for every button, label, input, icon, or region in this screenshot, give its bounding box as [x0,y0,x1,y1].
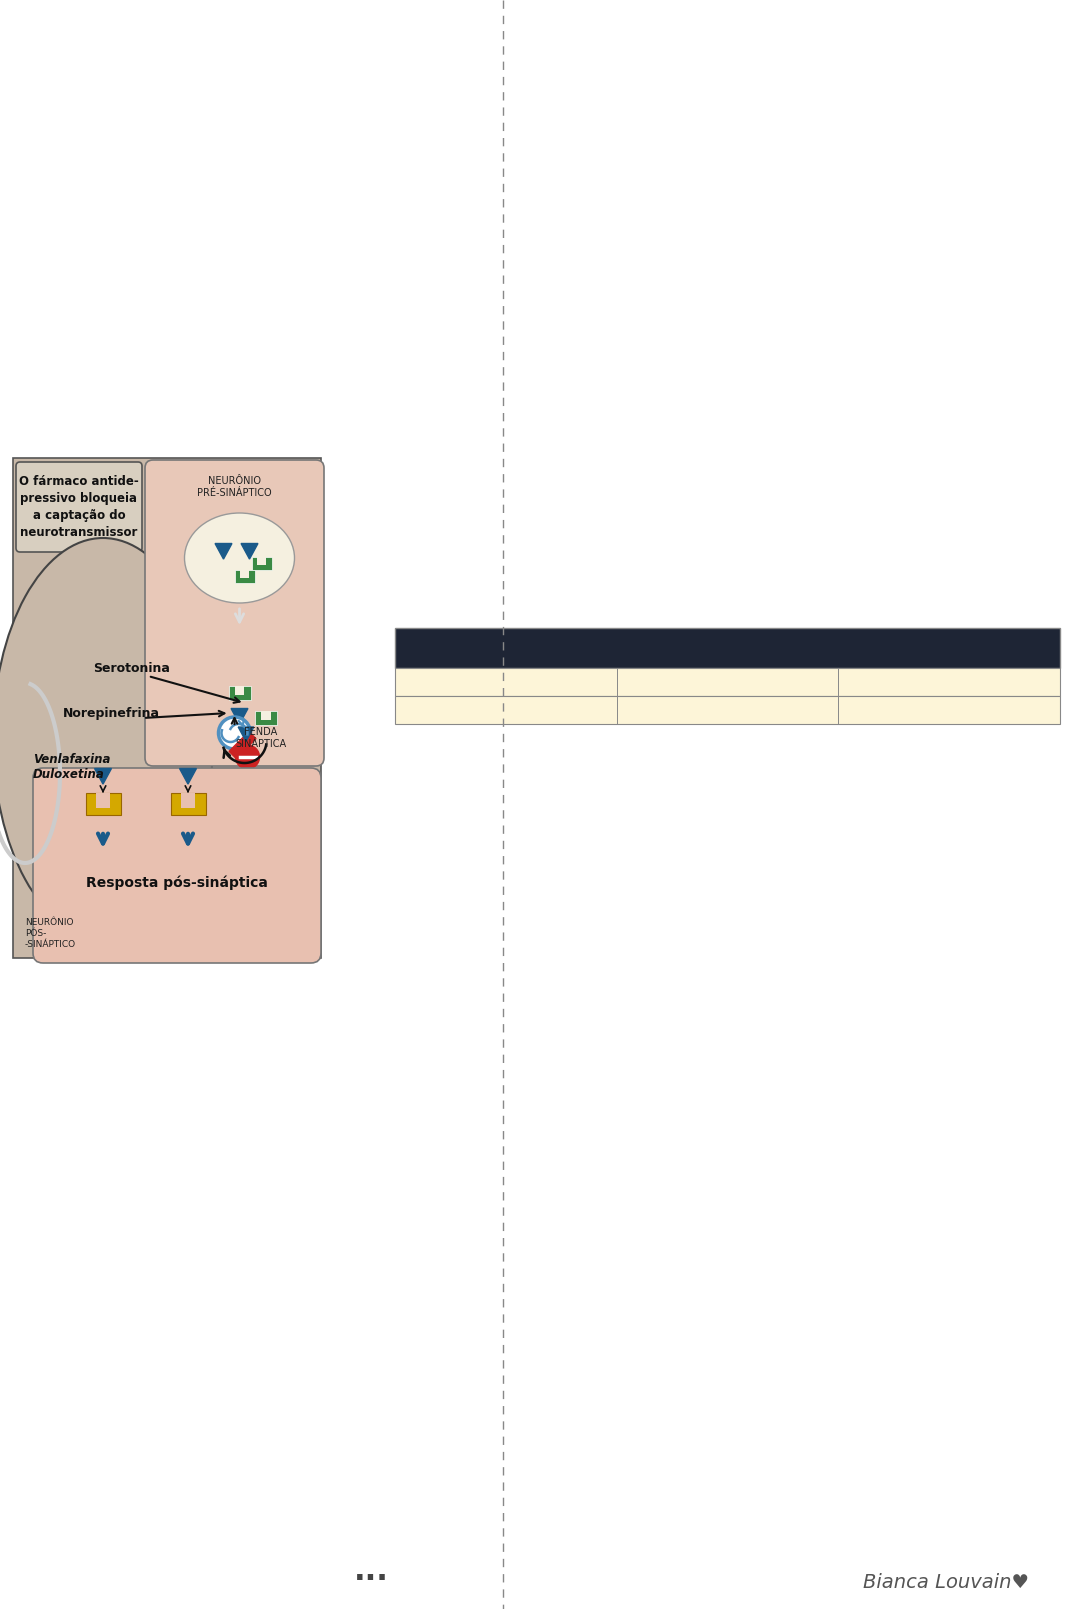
Polygon shape [241,544,258,558]
Bar [395,668,1060,697]
Text: Venlafaxina
Duloxetina: Venlafaxina Duloxetina [33,753,111,780]
Circle shape [218,718,250,750]
Bar [240,570,249,578]
Circle shape [235,745,259,769]
Polygon shape [13,459,321,957]
Polygon shape [95,769,112,784]
Text: Bianca Louvain♥: Bianca Louvain♥ [863,1572,1029,1591]
Polygon shape [215,544,232,558]
FancyBboxPatch shape [16,462,142,552]
Ellipse shape [0,537,213,938]
Text: FENDA
SINÁPTICA: FENDA SINÁPTICA [235,727,287,748]
Bar [171,793,205,816]
Text: O fármaco antide-
pressivo bloqueia
a captação do
neurotransmissor: O fármaco antide- pressivo bloqueia a ca… [19,475,139,539]
Text: ...: ... [354,1558,388,1586]
Bar [86,793,120,816]
Bar [96,793,110,808]
Bar [252,557,272,570]
Text: NEURÔNIO
PRÉ-SINÁPTICO: NEURÔNIO PRÉ-SINÁPTICO [197,476,272,497]
Bar [257,557,266,565]
Text: Serotonina: Serotonina [94,661,170,674]
Polygon shape [231,708,248,724]
Bar [255,711,277,726]
Bar [234,570,255,582]
Bar [181,793,195,808]
FancyBboxPatch shape [33,767,321,964]
Bar [229,732,256,758]
Bar [261,711,271,721]
Text: NEURÔNIO
PÓS-
-SINÁPTICO: NEURÔNIO PÓS- -SINÁPTICO [25,919,76,949]
Bar [234,685,244,695]
Text: Norepinefrina: Norepinefrina [63,706,160,719]
Bar [229,685,250,700]
Ellipse shape [185,513,295,603]
Bar [395,628,1060,668]
FancyBboxPatch shape [145,460,324,766]
Text: Resposta pós-sináptica: Resposta pós-sináptica [86,875,268,890]
Polygon shape [239,727,254,742]
Bar [395,697,1060,724]
Polygon shape [180,769,197,784]
